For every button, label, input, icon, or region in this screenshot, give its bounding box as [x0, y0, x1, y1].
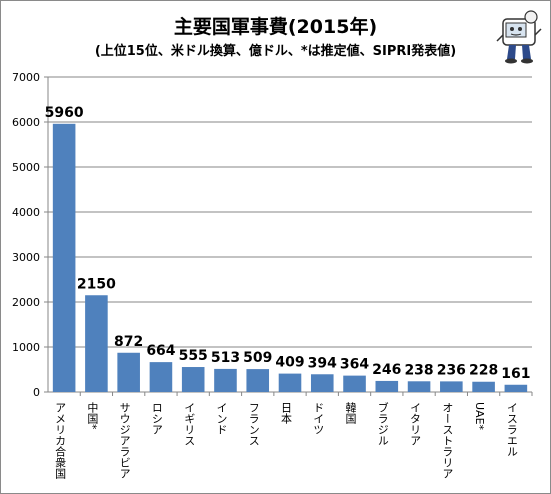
x-tick-label: イギリス: [183, 402, 196, 446]
y-tick-label: 6000: [12, 116, 40, 129]
x-tick-label: 中国*: [86, 402, 99, 430]
value-label: 364: [340, 357, 369, 373]
x-tick-label: フランス: [247, 402, 260, 446]
bar: [504, 384, 528, 392]
value-label: 246: [372, 362, 401, 378]
value-label: 513: [211, 350, 240, 366]
x-tick-label: 韓国: [344, 402, 357, 425]
value-label: 664: [146, 343, 175, 359]
chart-subtitle: (上位15位、米ドル換算、億ドル、*は推定値、SIPRI発表値): [94, 44, 457, 59]
bar: [52, 123, 76, 393]
bar: [375, 380, 399, 392]
bar: [407, 381, 431, 392]
bar: [181, 367, 205, 392]
x-tick-label: ドイツ: [312, 402, 325, 435]
value-label: 236: [437, 362, 466, 378]
y-tick-label: 0: [33, 386, 40, 399]
x-tick-label: UAE*: [473, 402, 486, 431]
y-tick-label: 4000: [12, 206, 40, 219]
x-tick-label: オーストラリア: [441, 402, 454, 479]
bar: [246, 369, 270, 392]
y-tick-label: 5000: [12, 161, 40, 174]
y-tick-label: 3000: [12, 251, 40, 264]
bar: [472, 381, 495, 392]
x-tick-label: インド: [215, 402, 228, 435]
x-tick-label: イスラエル: [505, 402, 518, 457]
chart-title: 主要国軍事費(2015年): [173, 16, 378, 38]
x-tick-label: ロシア: [150, 402, 163, 435]
value-label: 409: [275, 355, 304, 371]
bar: [214, 368, 237, 392]
y-tick-label: 2000: [12, 296, 40, 309]
value-label: 509: [243, 350, 272, 366]
value-label: 161: [501, 366, 530, 382]
x-tick-label: アメリカ合衆国: [54, 402, 67, 480]
gridlines: [48, 76, 532, 348]
bar: [149, 362, 173, 392]
bars: [52, 123, 528, 393]
bar: [440, 381, 463, 392]
value-label: 872: [114, 334, 143, 350]
x-tick-label: サウジアラビア: [118, 402, 131, 479]
bar: [278, 373, 302, 392]
bar: [343, 375, 366, 392]
value-label: 228: [469, 363, 498, 379]
value-label: 5960: [45, 105, 84, 121]
y-tick-label: 1000: [12, 341, 40, 354]
x-tick-label: イタリア: [409, 402, 422, 446]
y-tick-label: 7000: [12, 71, 40, 84]
value-label: 238: [404, 362, 433, 378]
bar: [117, 352, 140, 392]
value-label: 555: [179, 348, 208, 364]
bar: [310, 374, 334, 392]
x-tick-label: ブラジル: [376, 401, 389, 446]
value-label: 394: [308, 355, 337, 371]
mascot-icon: [496, 10, 542, 64]
y-tick-labels: 0 1000 2000 3000 4000 5000 6000 7000: [12, 71, 48, 399]
x-tick-labels: アメリカ合衆国 中国* サウジアラビア ロシア イギリス インド フランス 日本 ドイツ 韓国 ブラ…: [54, 401, 519, 480]
value-label: 2150: [77, 276, 116, 292]
bar: [85, 295, 108, 392]
x-tick-label: 日本: [280, 402, 293, 425]
